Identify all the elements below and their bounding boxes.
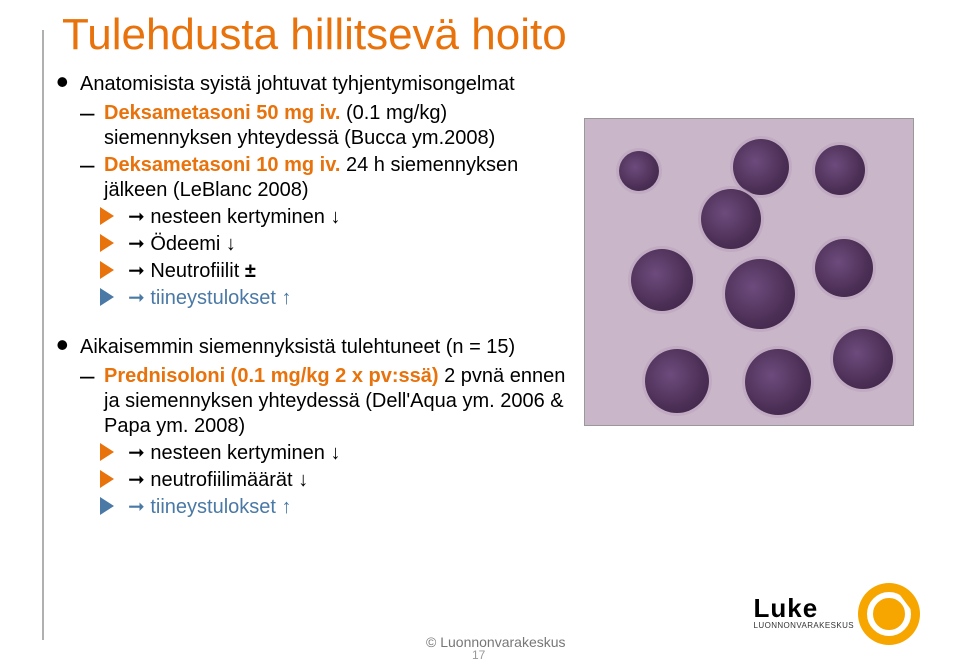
dash-2-strong: Deksametasoni 10 mg iv. — [104, 154, 340, 176]
dash-3-strong: Prednisoloni (0.1 mg/kg 2 x pv:ssä) — [104, 365, 439, 387]
slide-number: 17 — [472, 648, 485, 662]
chev-5: nesteen kertyminen — [56, 441, 570, 466]
chevron-icon — [100, 497, 114, 515]
chev-6: neutrofiilimäärät — [56, 468, 570, 493]
chev-1: nesteen kertyminen — [56, 205, 570, 230]
logo-text: Luke LUONNONVARAKESKUS — [754, 594, 854, 631]
chevron-icon — [100, 207, 114, 225]
cell-blob — [645, 349, 709, 413]
chev-6-text: neutrofiilimäärät — [150, 469, 292, 491]
chevron-icon — [100, 234, 114, 252]
chevron-icon — [100, 443, 114, 461]
cell-blob — [733, 139, 789, 195]
bullet-1: Anatomisista syistä johtuvat tyhjentymis… — [56, 72, 570, 97]
cell-blob — [619, 151, 659, 191]
bullet-2-text: Aikaisemmin siemennyksistä tulehtuneet (… — [80, 336, 515, 358]
chev-3-text: Neutrofiilit — [150, 260, 239, 282]
chev-2: Ödeemi — [56, 232, 570, 257]
bullet-2: Aikaisemmin siemennyksistä tulehtuneet (… — [56, 335, 570, 360]
dash-3: Prednisoloni (0.1 mg/kg 2 x pv:ssä) 2 pv… — [56, 364, 570, 439]
cell-blob — [815, 239, 873, 297]
cell-blob — [745, 349, 811, 415]
chevron-icon — [100, 470, 114, 488]
left-rule — [42, 30, 44, 640]
chevron-icon — [100, 261, 114, 279]
chev-7: tiineystulokset — [56, 495, 570, 520]
logo-sub: LUONNONVARAKESKUS — [754, 622, 854, 631]
dash-1: Deksametasoni 50 mg iv. (0.1 mg/kg) siem… — [56, 101, 570, 151]
chev-1-text: nesteen kertyminen — [150, 206, 325, 228]
chev-4-text: tiineystulokset — [150, 287, 276, 309]
chev-3: Neutrofiilit — [56, 259, 570, 284]
cell-blob — [725, 259, 795, 329]
cell-blob — [701, 189, 761, 249]
logo-icon — [858, 583, 920, 645]
microscopy-image — [584, 118, 914, 426]
chev-4: tiineystulokset — [56, 286, 570, 311]
chev-7-text: tiineystulokset — [150, 496, 276, 518]
dash-1-strong: Deksametasoni 50 mg iv. — [104, 102, 340, 124]
chevron-icon — [100, 288, 114, 306]
bullet-1-text: Anatomisista syistä johtuvat tyhjentymis… — [80, 73, 515, 95]
logo-ring-icon — [867, 592, 911, 636]
cell-blob — [815, 145, 865, 195]
chev-5-text: nesteen kertyminen — [150, 442, 325, 464]
slide-title: Tulehdusta hillitsevä hoito — [62, 10, 567, 60]
chev-2-text: Ödeemi — [150, 233, 220, 255]
content-area: Anatomisista syistä johtuvat tyhjentymis… — [56, 72, 570, 522]
footer-copyright: © Luonnonvarakeskus — [426, 634, 566, 650]
dash-2: Deksametasoni 10 mg iv. 24 h siemennykse… — [56, 153, 570, 203]
cell-blob — [631, 249, 693, 311]
logo-brand: Luke — [754, 594, 854, 623]
cell-blob — [833, 329, 893, 389]
